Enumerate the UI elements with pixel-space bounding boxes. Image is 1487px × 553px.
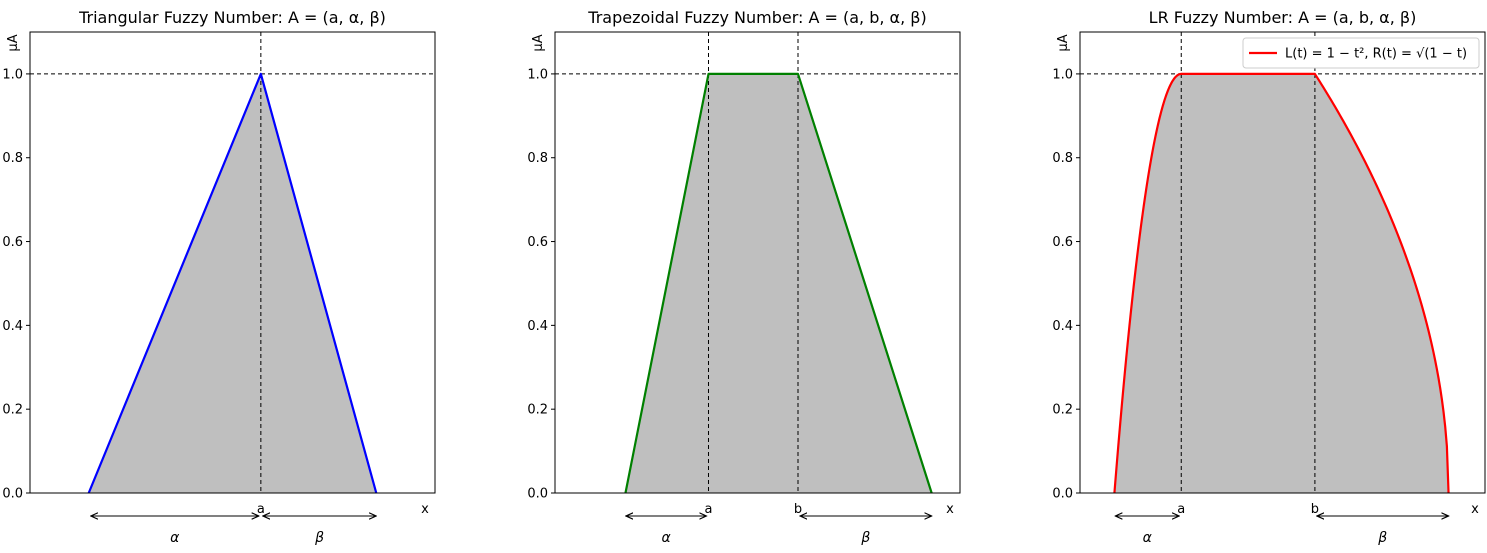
y-tick-label: 0.4 [527,319,548,334]
y-tick-label: 0.2 [527,403,548,418]
axes-frame [1079,31,1486,494]
y-tick-label: 0.2 [1052,403,1073,418]
y-axis-label: μA [1056,34,1071,51]
y-tick-label: 1.0 [1052,67,1073,82]
y-tick-label: 1.0 [2,67,23,82]
spread-label: β [1377,530,1387,546]
axes-frame [554,31,961,494]
panel-2: 0.0 0.2 0.4 0.6 0.8 1.0 a b x μA Trapezoidal Fuzzy… [527,8,961,546]
y-tick-label: 0.6 [527,235,548,250]
x-axis-label: x [421,502,429,517]
y-tick-label: 0.8 [1052,151,1073,166]
y-tick-label: 0.2 [2,403,23,418]
legend-box [1242,37,1480,69]
y-tick-label: 0.4 [1052,319,1073,334]
axes-frame [29,31,436,494]
membership-curve [87,72,378,494]
spread-label: α [1143,530,1153,546]
x-tick-label: b [794,502,802,517]
y-tick-label: 0.8 [2,151,23,166]
legend-entry: L(t) = 1 − t², R(t) = √(1 − t) [1285,47,1467,62]
y-tick-label: 0.0 [2,487,23,502]
chart-title: Triangular Fuzzy Number: A = (a, α, β) [78,8,386,27]
spread-label: β [860,530,870,546]
membership-curve [1113,72,1450,494]
y-tick-label: 0.0 [527,487,548,502]
y-tick-label: 0.6 [1052,235,1073,250]
y-tick-label: 0.8 [527,151,548,166]
y-tick-label: 0.0 [1052,487,1073,502]
membership-area [88,73,377,493]
spread-label: β [314,530,324,546]
x-tick-label: b [1311,502,1319,517]
membership-area [1114,73,1449,493]
chart-title: Trapezoidal Fuzzy Number: A = (a, b, α, … [587,8,926,27]
y-axis-label: μA [6,34,21,51]
membership-curve [624,72,933,494]
chart-title: LR Fuzzy Number: A = (a, b, α, β) [1149,8,1417,27]
spread-label: α [170,530,180,546]
x-axis-label: x [946,502,954,517]
membership-area [625,73,932,493]
panel-1: 0.0 0.2 0.4 0.6 0.8 1.0 a x μA Triangular Fuzzy N… [2,8,436,546]
y-tick-label: 0.4 [2,319,23,334]
x-tick-label: a [257,502,265,517]
x-tick-label: a [1177,502,1185,517]
y-tick-label: 1.0 [527,67,548,82]
y-axis-label: μA [531,34,546,51]
panel-3: 0.0 0.2 0.4 0.6 0.8 1.0 a b x μA LR Fuzzy Number: … [1052,8,1486,546]
spread-label: α [662,530,672,546]
x-tick-label: a [705,502,713,517]
x-axis-label: x [1471,502,1479,517]
y-tick-label: 0.6 [2,235,23,250]
